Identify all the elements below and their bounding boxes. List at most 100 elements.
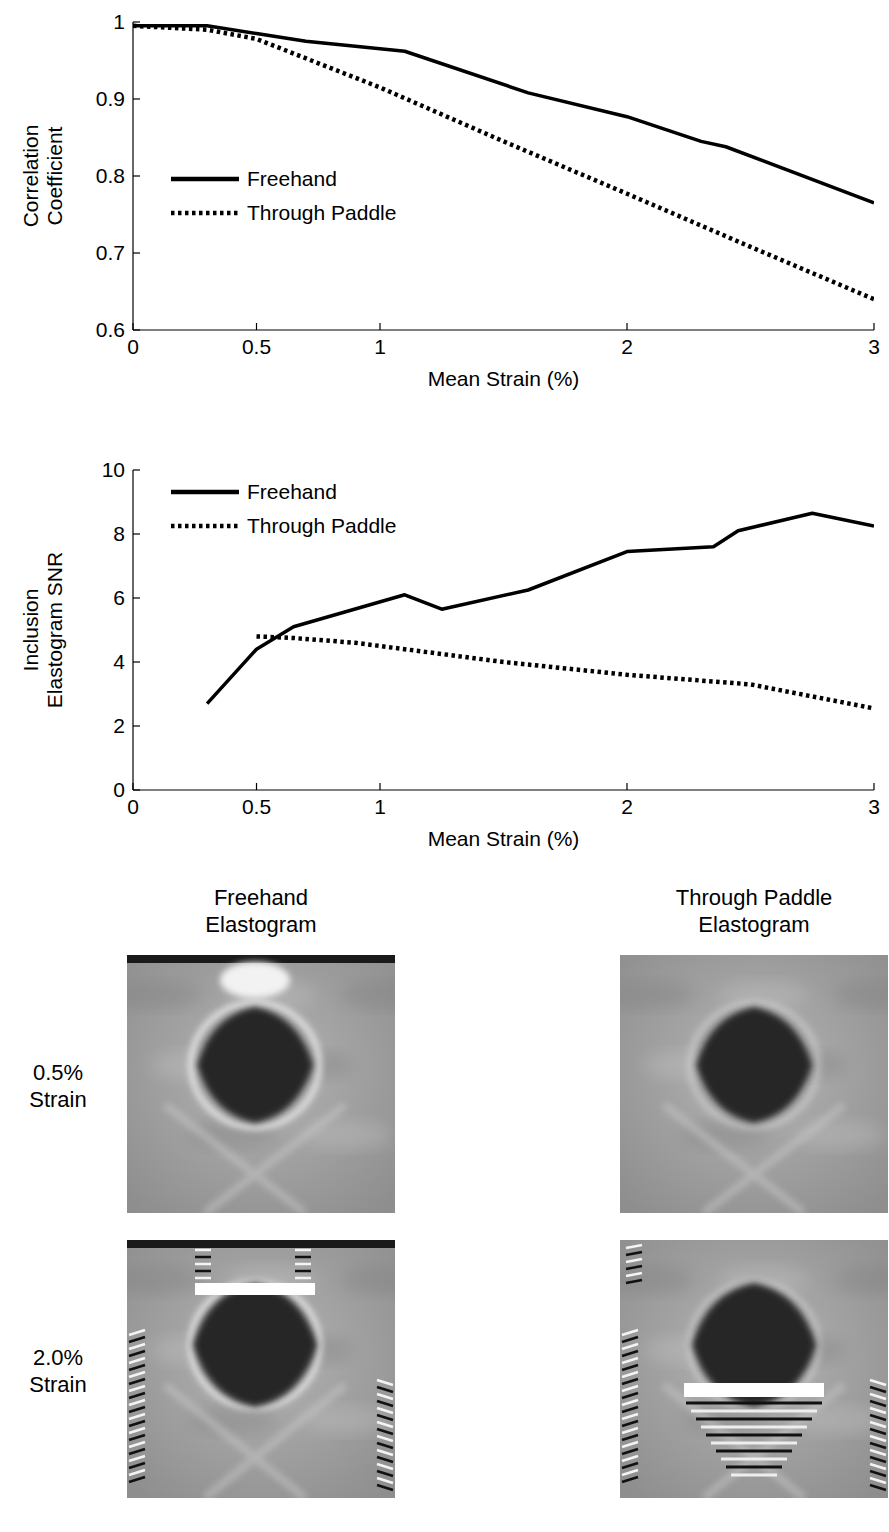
- y-tick-label: 0: [113, 778, 125, 801]
- artifact-stripe: [870, 1485, 886, 1490]
- x-tick-label: 0.5: [242, 335, 271, 358]
- artifact-stripe: [686, 1402, 822, 1405]
- artifact-stripe: [696, 1418, 812, 1421]
- artifact-stripe: [622, 1344, 638, 1349]
- artifact-stripe: [870, 1380, 886, 1385]
- row-label-line: Strain: [29, 1372, 86, 1397]
- artifact-stripe: [129, 1365, 145, 1370]
- x-tick: [626, 323, 627, 330]
- artifact-stripe: [195, 1277, 211, 1280]
- artifact-stripe: [622, 1386, 638, 1391]
- y-axis-title-line: Correlation: [19, 125, 42, 228]
- artifact-stripe: [622, 1407, 638, 1412]
- x-tick: [256, 783, 257, 790]
- artifact-stripe: [622, 1456, 638, 1461]
- artifact-stripe: [129, 1435, 145, 1440]
- artifact-stripe: [195, 1249, 211, 1252]
- y-tick-label: 0.6: [96, 318, 125, 341]
- artifact-stripe: [706, 1434, 802, 1437]
- y-axis-title-line: Elastogram SNR: [43, 552, 66, 708]
- artifact-stripe: [701, 1426, 807, 1429]
- artifact-stripe: [870, 1436, 886, 1441]
- artifact-stripe: [622, 1463, 638, 1468]
- row-label-line: 0.5%: [33, 1060, 83, 1085]
- y-axis: [132, 470, 133, 790]
- artifact-stripe: [870, 1394, 886, 1399]
- row-label-line: 2.0%: [33, 1345, 83, 1370]
- artifact-stripe: [622, 1442, 638, 1447]
- y-tick-label: 1: [113, 10, 125, 33]
- artifact-stripe: [691, 1410, 817, 1413]
- artifact-stripe: [129, 1470, 145, 1475]
- legend-swatch: [171, 524, 239, 529]
- plot-area: [207, 513, 874, 708]
- y-tick: [133, 329, 140, 330]
- artifact-stripe: [195, 1270, 211, 1273]
- legend-label: Through Paddle: [247, 514, 396, 537]
- artifact-stripe: [129, 1414, 145, 1419]
- artifact-stripe: [870, 1471, 886, 1476]
- artifact-stripe: [295, 1270, 311, 1273]
- x-tick-label: 0: [127, 795, 139, 818]
- x-tick: [379, 783, 380, 790]
- y-tick-label: 2: [113, 714, 125, 737]
- artifact-stripe: [129, 1337, 145, 1342]
- artifact-stripe: [377, 1422, 393, 1427]
- elastogram-image: [127, 1240, 395, 1498]
- artifact-stripe: [622, 1421, 638, 1426]
- x-tick-label: 1: [374, 335, 386, 358]
- artifact-stripe: [870, 1415, 886, 1420]
- y-tick-label: 8: [113, 522, 125, 545]
- texture: [165, 1385, 345, 1498]
- artifact-stripe: [870, 1443, 886, 1448]
- artifact-stripe: [622, 1337, 638, 1342]
- x-tick-label: 3: [868, 795, 880, 818]
- texture: [833, 981, 888, 1009]
- texture: [165, 1105, 345, 1213]
- legend-swatch: [171, 211, 239, 216]
- artifact-stripe: [129, 1477, 145, 1482]
- column-title-line: Freehand: [214, 885, 308, 910]
- artifact-stripe: [626, 1266, 642, 1269]
- artifact-stripe: [626, 1252, 642, 1255]
- artifact-stripe: [129, 1449, 145, 1454]
- artifact-stripe: [129, 1428, 145, 1433]
- artifact-stripe: [626, 1245, 642, 1248]
- artifact-stripe: [622, 1477, 638, 1482]
- artifact-bar: [195, 1283, 315, 1295]
- y-tick-label: 4: [113, 650, 125, 673]
- artifact-stripe: [622, 1449, 638, 1454]
- texture: [664, 1105, 844, 1213]
- elastogram-image: [620, 1240, 888, 1498]
- artifact-stripe: [377, 1415, 393, 1420]
- artifact-stripe: [731, 1474, 777, 1477]
- artifact-stripe: [622, 1428, 638, 1433]
- x-tick-label: 0: [127, 335, 139, 358]
- y-tick: [133, 725, 140, 726]
- artifact-stripe: [129, 1442, 145, 1447]
- column-title-line: Through Paddle: [676, 885, 833, 910]
- artifact-stripe: [870, 1401, 886, 1406]
- artifact-stripe: [726, 1466, 782, 1469]
- inclusion-halo: [191, 1003, 319, 1127]
- artifact-stripe: [870, 1387, 886, 1392]
- artifact-stripe: [870, 1478, 886, 1483]
- y-axis-title: CorrelationCoefficient: [19, 125, 66, 228]
- artifact-stripe: [295, 1263, 311, 1266]
- artifact-stripe: [870, 1450, 886, 1455]
- chart: 00.51230.60.70.80.91Mean Strain (%)Corre…: [19, 10, 880, 390]
- y-tick: [133, 21, 140, 22]
- texture: [340, 1266, 395, 1294]
- y-tick: [133, 661, 140, 662]
- texture: [127, 981, 202, 1009]
- x-tick: [873, 323, 874, 330]
- top-band: [127, 1240, 395, 1248]
- chart: 00.51230246810Mean Strain (%)InclusionEl…: [19, 458, 880, 850]
- x-tick: [379, 323, 380, 330]
- artifact-stripe: [377, 1478, 393, 1483]
- y-tick: [133, 597, 140, 598]
- artifact-stripe: [129, 1400, 145, 1405]
- y-tick: [133, 533, 140, 534]
- x-axis-title: Mean Strain (%): [428, 827, 580, 850]
- artifact-stripe: [622, 1414, 638, 1419]
